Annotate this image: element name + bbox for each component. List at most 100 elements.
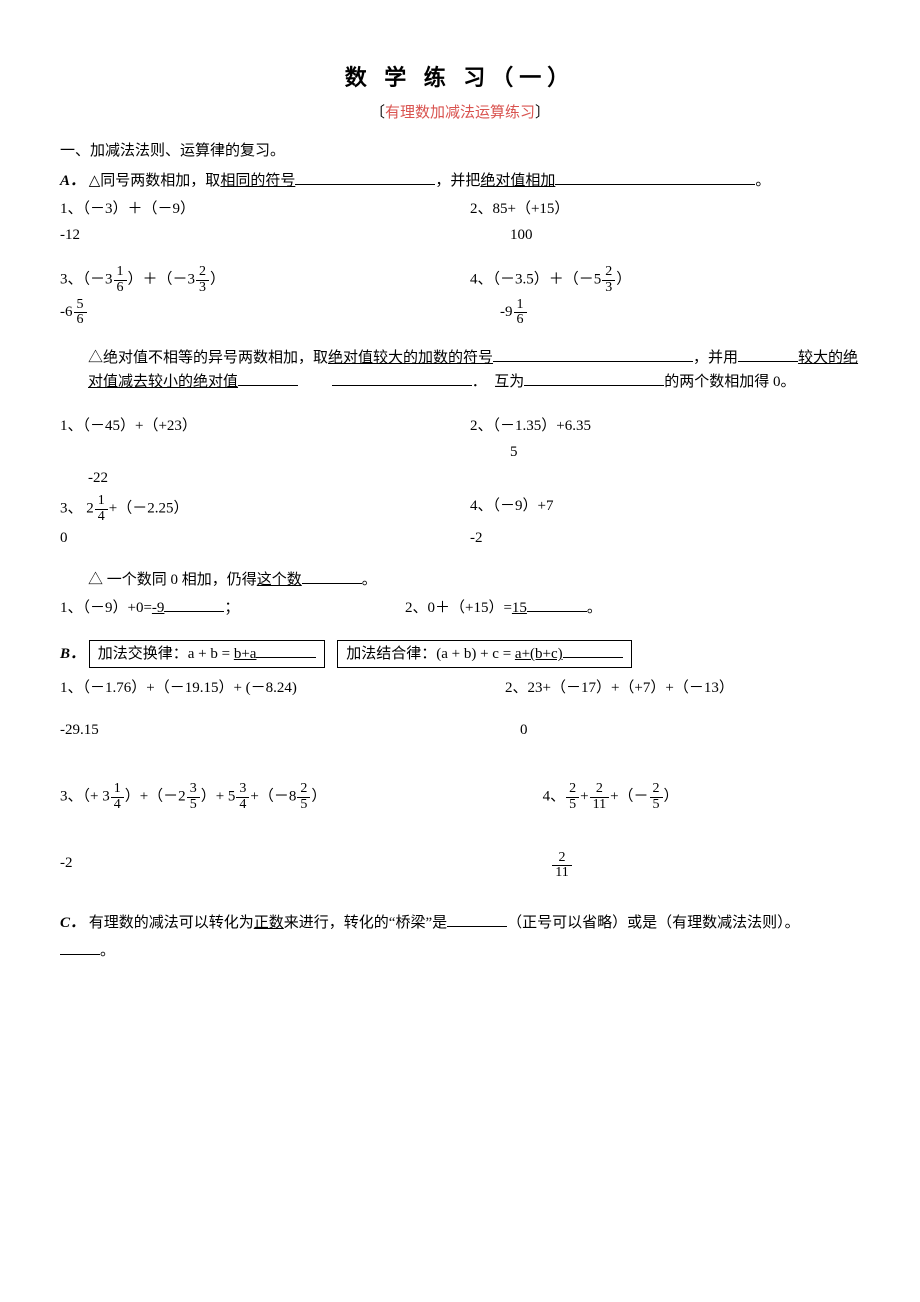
ans-a1: -12	[60, 223, 420, 247]
q-a7-post: +（－2.25）	[109, 501, 189, 517]
fraction: 25	[566, 782, 579, 812]
label-a: A．	[60, 173, 85, 189]
rule-a2: △绝对值不相等的异号两数相加，取绝对值较大的加数的符号，并用较大的绝对值减去较小…	[60, 346, 860, 394]
rule-a2-end3: 的两个数相加得 0。	[664, 374, 795, 390]
q-b4-pre: 4、	[543, 789, 566, 805]
blank	[493, 346, 693, 362]
blank	[60, 939, 100, 955]
fraction: 25	[297, 782, 310, 812]
den: 5	[650, 798, 663, 813]
rule-c-mid: 来进行，转化的“桥梁”是	[284, 915, 447, 931]
den: 4	[236, 798, 249, 813]
fraction: 211	[552, 851, 571, 881]
num: 2	[566, 782, 579, 798]
ans-a5: -22	[60, 466, 474, 490]
bracket-close: 〕	[535, 105, 550, 121]
fraction: 211	[590, 782, 609, 812]
q-b3-m2: ）+ 5	[201, 789, 236, 805]
q-a7: 3、 214+（－2.25）	[60, 494, 460, 524]
q-b4: 4、25+211+（－25）	[483, 782, 860, 812]
section-1-heading: 一、加减法法则、运算律的复习。	[60, 139, 860, 163]
den: 6	[74, 313, 87, 328]
den: 6	[114, 281, 127, 296]
ans-a3-pre: -6	[60, 304, 73, 320]
q-b4-post: ）	[664, 789, 679, 805]
num: 5	[74, 298, 87, 314]
den: 3	[602, 281, 615, 296]
box1-u: b+a	[234, 646, 257, 662]
rule-a-text2: ，并把	[435, 173, 480, 189]
ans-a4: -916	[430, 298, 860, 328]
q-a7-pre: 3、 2	[60, 501, 94, 517]
page-subtitle: 〔有理数加减法运算练习〕	[60, 101, 860, 125]
num: 3	[187, 782, 200, 798]
blank	[524, 370, 664, 386]
subtitle-red: 有理数加减法运算练习	[385, 105, 535, 121]
rule-a3-pre: △ 一个数同 0 相加，仍得	[88, 572, 257, 588]
den: 5	[566, 798, 579, 813]
fraction: 35	[187, 782, 200, 812]
num: 2	[196, 265, 209, 281]
rule-a2-u1: 绝对值较大的加数的符号	[328, 350, 493, 366]
num: 2	[590, 782, 609, 798]
ans-b1: -29.15	[60, 718, 410, 742]
rule-c-pre: 有理数的减法可以转化为	[89, 915, 254, 931]
rule-c-u1: 正数	[254, 915, 284, 931]
q-a2: 2、85+（+15）	[460, 197, 860, 221]
fraction: 56	[74, 298, 87, 328]
den: 5	[297, 798, 310, 813]
q-a5: 1、（－45）+（+23）	[60, 414, 460, 438]
num: 1	[114, 265, 127, 281]
label-b: B．	[60, 646, 85, 662]
fraction: 25	[650, 782, 663, 812]
q-a8: 4、（－9）+7	[460, 494, 860, 524]
ans-a6: 5	[420, 440, 860, 464]
q-a4-post: ）	[616, 272, 631, 288]
num: 2	[297, 782, 310, 798]
num: 1	[95, 494, 108, 510]
num: 2	[602, 265, 615, 281]
q-a3-mid: ）＋（－3	[128, 272, 196, 288]
q-a1: 1、（－3）＋（－9）	[60, 197, 460, 221]
label-c: C．	[60, 915, 85, 931]
rule-a3-end: 。	[362, 572, 377, 588]
q-b3-m1: ）+（－2	[125, 789, 186, 805]
ans-b2: 0	[410, 718, 860, 742]
box2-u: a+(b+c)	[515, 646, 563, 662]
num: 1	[111, 782, 124, 798]
fraction: 23	[196, 265, 209, 295]
rule-a-u1: 相同的符号	[220, 173, 295, 189]
box2-pre: 加法结合律：(a + b) + c =	[346, 646, 511, 662]
den: 6	[514, 313, 527, 328]
den: 4	[95, 510, 108, 525]
num: 2	[650, 782, 663, 798]
blank	[256, 642, 316, 658]
ans-a3: -656	[60, 298, 430, 328]
den: 3	[196, 281, 209, 296]
fraction: 23	[602, 265, 615, 295]
q-b4-m1: +	[580, 789, 588, 805]
blank	[164, 596, 224, 612]
ans-a8: -2	[460, 526, 860, 550]
q-a10-post: 。	[587, 600, 602, 616]
rule-a3: △ 一个数同 0 相加，仍得这个数。	[60, 568, 860, 592]
rule-a-text1: △同号两数相加，取	[89, 173, 221, 189]
ans-a4-pre: -9	[500, 304, 513, 320]
rule-a2-end2: 互为	[494, 374, 524, 390]
q-a4-pre: 4、（－3.5）＋（－5	[470, 272, 601, 288]
rule-c-end: （正号可以省略）或是（有理数减法法则）。	[507, 915, 800, 931]
q-a3-post: ）	[210, 272, 225, 288]
num: 3	[236, 782, 249, 798]
den: 4	[111, 798, 124, 813]
box-associative: 加法结合律：(a + b) + c = a+(b+c)	[337, 640, 631, 668]
q-a10: 2、0＋（+15）=15。	[395, 596, 860, 620]
rule-b: B． 加法交换律：a + b = b+a 加法结合律：(a + b) + c =…	[60, 640, 860, 668]
q-a3-pre: 3、（－3	[60, 272, 113, 288]
q-b3-post: ）	[311, 789, 326, 805]
fraction: 16	[514, 298, 527, 328]
q-a9-post: ；	[224, 600, 239, 616]
bracket-open: 〔	[370, 105, 385, 121]
blank	[447, 911, 507, 927]
q-a6: 2、（－1.35）+6.35	[460, 414, 860, 438]
box1-pre: 加法交换律：a + b =	[98, 646, 230, 662]
